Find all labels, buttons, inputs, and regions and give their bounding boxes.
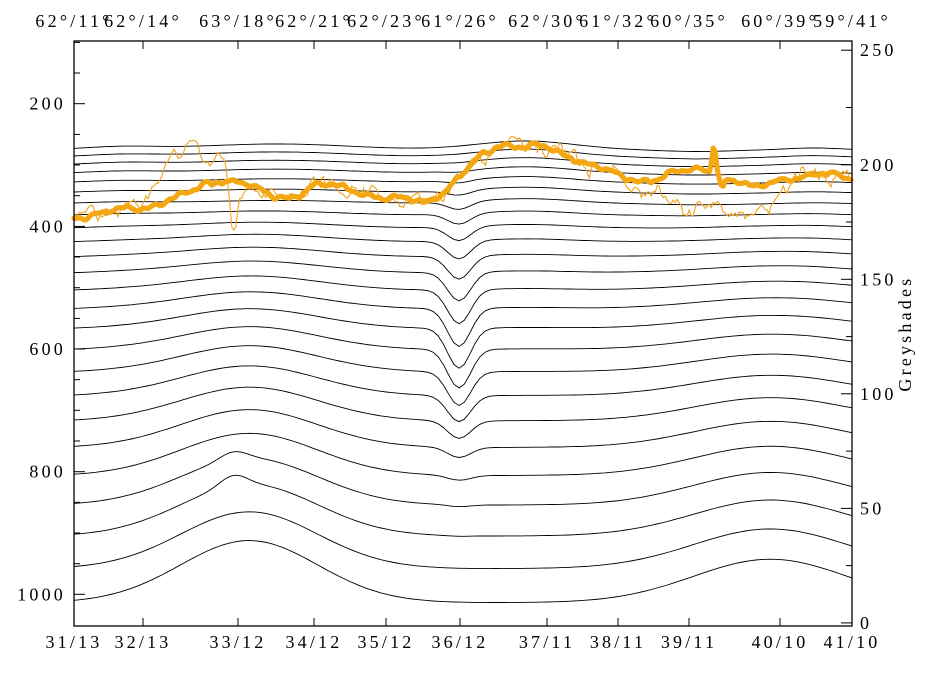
svg-text:33/12: 33/12	[209, 632, 266, 652]
svg-text:600: 600	[29, 339, 66, 359]
svg-text:39/11: 39/11	[661, 632, 717, 652]
svg-text:150: 150	[860, 269, 897, 289]
svg-text:50: 50	[860, 498, 884, 518]
svg-text:34/12: 34/12	[285, 632, 342, 652]
svg-text:60°/39°: 60°/39°	[741, 11, 819, 31]
svg-text:62°/23°: 62°/23°	[347, 11, 425, 31]
svg-text:31/13: 31/13	[45, 632, 102, 652]
svg-text:0: 0	[860, 613, 872, 633]
svg-text:800: 800	[29, 462, 66, 482]
svg-text:41/10: 41/10	[823, 632, 880, 652]
svg-text:100: 100	[860, 384, 897, 404]
svg-text:61°/26°: 61°/26°	[421, 11, 499, 31]
svg-text:250: 250	[860, 40, 897, 60]
svg-text:32/13: 32/13	[114, 632, 171, 652]
svg-text:38/11: 38/11	[590, 632, 646, 652]
svg-text:60°/35°: 60°/35°	[650, 11, 728, 31]
svg-text:63°/18°: 63°/18°	[199, 11, 277, 31]
svg-text:400: 400	[29, 216, 66, 236]
svg-text:1000: 1000	[17, 584, 66, 604]
svg-text:62°/14°: 62°/14°	[104, 11, 182, 31]
svg-text:59°/41°: 59°/41°	[813, 11, 891, 31]
svg-text:61°/32°: 61°/32°	[579, 11, 657, 31]
svg-text:200: 200	[860, 155, 897, 175]
svg-text:40/10: 40/10	[751, 632, 808, 652]
svg-text:62°/11°: 62°/11°	[35, 11, 112, 31]
svg-text:36/12: 36/12	[431, 632, 488, 652]
svg-text:Greyshades: Greyshades	[895, 276, 915, 392]
svg-text:37/11: 37/11	[519, 632, 575, 652]
svg-text:35/12: 35/12	[357, 632, 414, 652]
svg-text:62°/30°: 62°/30°	[508, 11, 586, 31]
svg-text:200: 200	[29, 94, 66, 114]
svg-text:62°/21°: 62°/21°	[275, 11, 353, 31]
